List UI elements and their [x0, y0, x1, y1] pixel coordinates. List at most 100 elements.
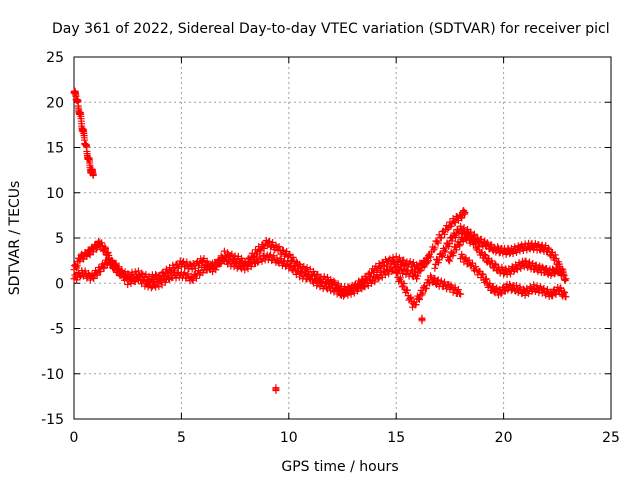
data-point — [256, 246, 264, 254]
marks — [70, 87, 570, 394]
data-point — [407, 293, 415, 301]
data-point — [470, 237, 478, 245]
data-point — [443, 285, 451, 293]
data-point — [225, 256, 233, 264]
data-point — [455, 241, 463, 249]
data-point — [347, 290, 355, 298]
data-point — [152, 271, 160, 279]
data-point — [303, 264, 311, 272]
data-point — [286, 250, 294, 258]
data-point — [101, 243, 109, 251]
y-tick-label: 10 — [46, 186, 64, 202]
data-point — [155, 283, 163, 291]
data-point — [393, 268, 401, 276]
x-ticks: 0 5 10 15 20 25 — [70, 57, 620, 446]
data-point — [322, 284, 330, 292]
data-point — [124, 280, 132, 288]
data-point — [375, 260, 383, 268]
data-point — [470, 230, 478, 238]
data-point — [444, 225, 452, 233]
data-point — [374, 275, 382, 283]
data-point — [454, 286, 462, 294]
data-point — [104, 254, 112, 262]
data-point — [279, 246, 287, 254]
data-point — [188, 265, 196, 273]
data-point — [441, 230, 449, 238]
data-point — [471, 239, 479, 247]
x-tick-label: 5 — [177, 430, 186, 446]
data-point — [392, 253, 400, 261]
data-point — [139, 276, 147, 284]
data-point — [461, 255, 469, 263]
data-point — [321, 279, 329, 287]
data-point — [448, 237, 456, 245]
data-point — [228, 250, 236, 258]
data-point — [406, 295, 414, 303]
data-point — [468, 259, 476, 267]
data-point — [192, 274, 200, 282]
data-point — [76, 273, 84, 281]
data-point — [479, 271, 487, 279]
data-point — [410, 268, 418, 276]
data-point — [115, 263, 123, 271]
data-point — [344, 291, 352, 299]
data-point — [406, 258, 414, 266]
y-tick-label: -15 — [41, 412, 64, 428]
data-point — [98, 239, 106, 247]
x-tick-label: 0 — [70, 430, 79, 446]
data-point — [472, 263, 480, 271]
y-tick-label: -5 — [50, 322, 64, 338]
data-point — [478, 270, 486, 278]
y-ticks: -15 -10 -5 0 5 10 15 20 25 — [41, 50, 611, 428]
data-point — [561, 277, 569, 285]
data-point — [313, 271, 321, 279]
data-point — [412, 301, 420, 309]
data-point — [506, 280, 514, 288]
data-point — [417, 266, 425, 274]
y-tick-label: 15 — [46, 141, 64, 157]
data-point — [422, 284, 430, 292]
data-point — [392, 269, 400, 277]
y-tick-label: 0 — [55, 276, 64, 292]
data-point — [512, 282, 520, 290]
data-point — [396, 274, 404, 282]
y-tick-label: -10 — [41, 367, 64, 383]
data-point — [407, 267, 415, 275]
data-point — [73, 262, 81, 270]
y-tick-label: 5 — [55, 231, 64, 247]
data-point — [552, 290, 560, 298]
data-point — [415, 295, 423, 303]
data-point — [249, 255, 257, 263]
data-point — [434, 239, 442, 247]
data-point — [297, 268, 305, 276]
data-point — [419, 289, 427, 297]
grid — [74, 57, 611, 419]
outlier-point — [272, 384, 280, 392]
data-point — [551, 251, 559, 259]
data-point — [172, 274, 180, 282]
data-point — [100, 264, 108, 272]
data-point — [220, 247, 228, 255]
data-point — [431, 244, 439, 252]
data-point — [461, 209, 469, 217]
data-point — [99, 263, 107, 271]
data-point — [165, 274, 173, 282]
data-point — [519, 247, 527, 255]
data-point — [464, 233, 472, 241]
data-point — [449, 252, 457, 260]
data-point — [423, 258, 431, 266]
data-point — [181, 269, 189, 277]
data-point — [562, 275, 570, 283]
data-point — [108, 258, 116, 266]
data-point — [400, 280, 408, 288]
data-point — [403, 286, 411, 294]
x-tick-label: 10 — [280, 430, 298, 446]
data-point — [449, 288, 457, 296]
data-point — [289, 253, 297, 261]
data-point — [438, 253, 446, 261]
data-point — [247, 263, 255, 271]
chart-title: Day 361 of 2022, Sidereal Day-to-day VTE… — [52, 21, 610, 37]
data-point — [427, 253, 435, 261]
data-point — [481, 251, 489, 259]
